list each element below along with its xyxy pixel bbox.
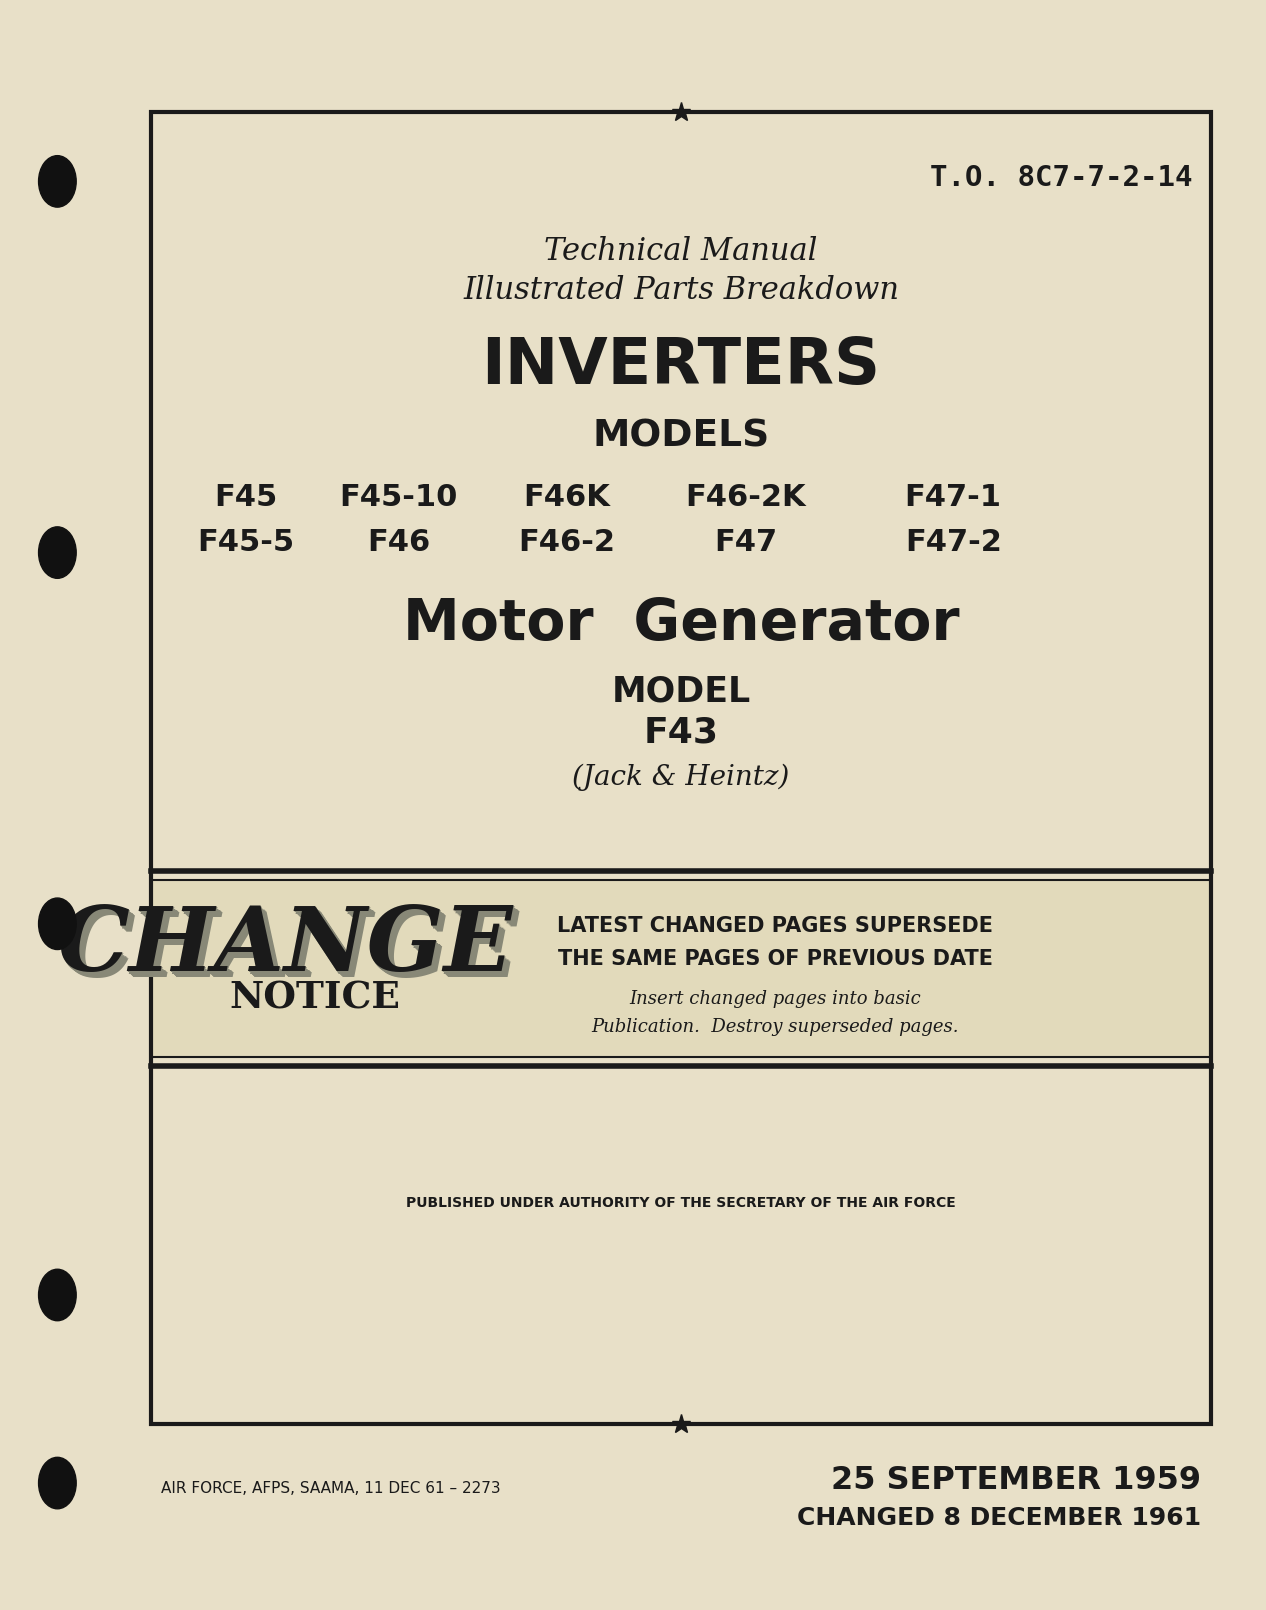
Ellipse shape: [38, 156, 76, 208]
Text: F47: F47: [714, 528, 777, 557]
Text: THE SAME PAGES OF PREVIOUS DATE: THE SAME PAGES OF PREVIOUS DATE: [557, 948, 993, 969]
Bar: [153, 881, 1209, 1056]
Text: F45-10: F45-10: [339, 483, 458, 512]
Text: F46-2K: F46-2K: [685, 483, 805, 512]
Text: F45-5: F45-5: [197, 528, 294, 557]
Text: PUBLISHED UNDER AUTHORITY OF THE SECRETARY OF THE AIR FORCE: PUBLISHED UNDER AUTHORITY OF THE SECRETA…: [406, 1196, 956, 1211]
Text: AIR FORCE, AFPS, SAAMA, 11 DEC 61 – 2273: AIR FORCE, AFPS, SAAMA, 11 DEC 61 – 2273: [161, 1481, 501, 1496]
Ellipse shape: [38, 898, 76, 950]
Ellipse shape: [38, 1457, 76, 1509]
Text: MODEL: MODEL: [611, 675, 751, 708]
Text: T.O. 8C7-7-2-14: T.O. 8C7-7-2-14: [931, 164, 1193, 192]
Text: F43: F43: [643, 716, 719, 750]
Text: Insert changed pages into basic: Insert changed pages into basic: [629, 990, 920, 1008]
Text: F46K: F46K: [524, 483, 610, 512]
Text: INVERTERS: INVERTERS: [481, 335, 880, 396]
Text: F47-1: F47-1: [905, 483, 1001, 512]
Text: 25 SEPTEMBER 1959: 25 SEPTEMBER 1959: [830, 1465, 1200, 1496]
Text: Publication.  Destroy superseded pages.: Publication. Destroy superseded pages.: [591, 1018, 958, 1035]
Text: F47-2: F47-2: [905, 528, 1001, 557]
Text: CHANGE: CHANGE: [60, 906, 515, 992]
Text: CHANGE: CHANGE: [63, 910, 519, 995]
Ellipse shape: [38, 526, 76, 578]
Text: CHANGE: CHANGE: [62, 908, 518, 995]
Text: Motor  Generator: Motor Generator: [403, 597, 960, 652]
Text: F46: F46: [367, 528, 430, 557]
Text: F45: F45: [214, 483, 277, 512]
Text: MODELS: MODELS: [592, 419, 770, 456]
Text: CHANGED 8 DECEMBER 1961: CHANGED 8 DECEMBER 1961: [796, 1505, 1200, 1530]
Ellipse shape: [38, 1269, 76, 1320]
Text: CHANGE: CHANGE: [61, 906, 517, 993]
Text: NOTICE: NOTICE: [229, 979, 400, 1016]
Text: LATEST CHANGED PAGES SUPERSEDE: LATEST CHANGED PAGES SUPERSEDE: [557, 916, 993, 935]
Bar: [152, 113, 1210, 1423]
Text: Illustrated Parts Breakdown: Illustrated Parts Breakdown: [463, 275, 899, 306]
Text: Technical Manual: Technical Manual: [544, 235, 818, 267]
Text: F46-2: F46-2: [519, 528, 615, 557]
Text: CHANGE: CHANGE: [58, 905, 514, 992]
Text: (Jack & Heintz): (Jack & Heintz): [572, 763, 790, 791]
Text: CHANGE: CHANGE: [57, 903, 513, 990]
